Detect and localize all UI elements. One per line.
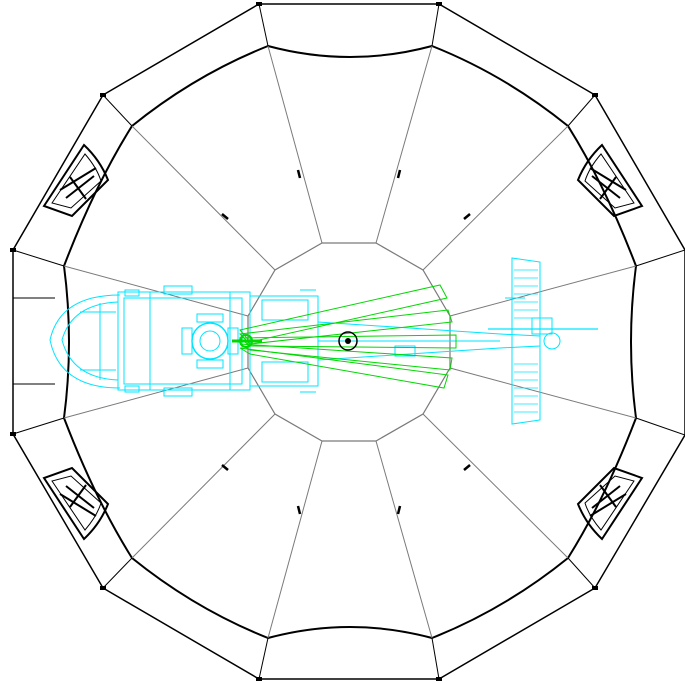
tent-window-bottom-left <box>42 466 110 541</box>
tent-window-bottom-right <box>576 466 644 541</box>
tent-window-top-left <box>42 143 110 218</box>
main-rotor-blades <box>232 284 457 389</box>
tent-panel-seams <box>63 45 637 639</box>
helicopter <box>49 257 598 425</box>
center-pole <box>338 331 358 351</box>
tent-window-top-right <box>576 143 644 218</box>
